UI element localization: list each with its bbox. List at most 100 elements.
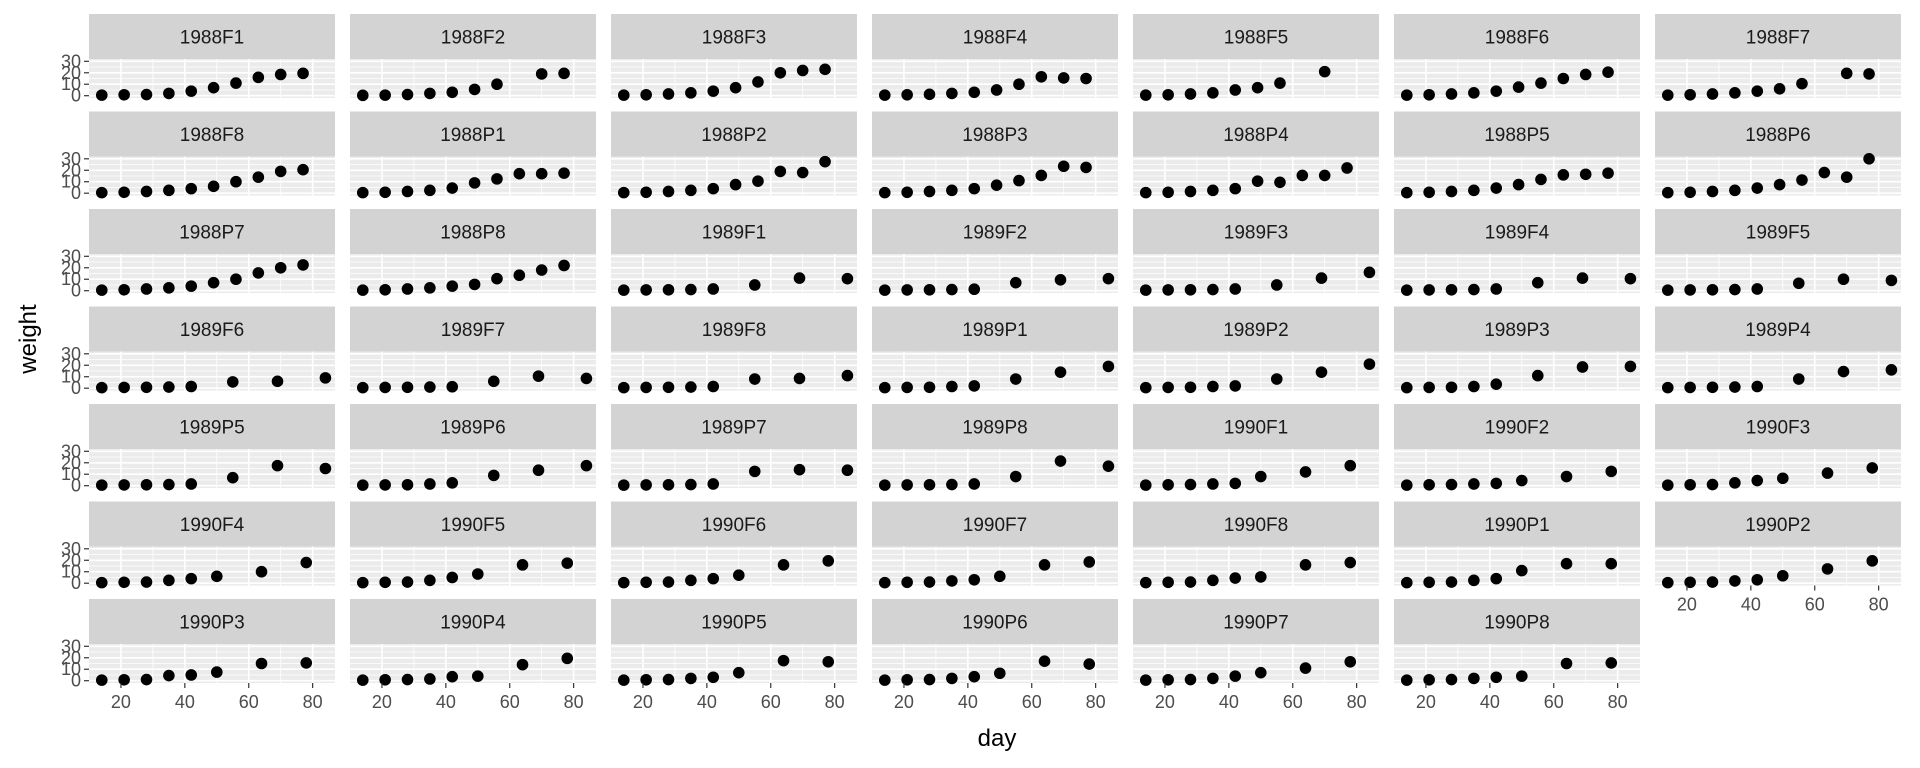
data-point (1602, 66, 1614, 78)
facet-panel: 1989P6 (350, 404, 596, 491)
data-point (252, 171, 265, 183)
y-tick-label: 0 (71, 378, 81, 398)
data-point (1821, 563, 1834, 575)
x-tick-label: 60 (239, 692, 259, 712)
data-point (968, 573, 981, 586)
facet-panel: 1988P5 (1394, 111, 1640, 199)
facet-label: 1988P3 (962, 125, 1028, 146)
data-point (1840, 67, 1853, 80)
facet-panel: 1990P6 (872, 599, 1118, 686)
facet-strip (872, 111, 1118, 157)
data-point (822, 555, 835, 567)
data-point (685, 184, 697, 197)
facet-panel: 1988P6 (1655, 111, 1901, 199)
data-point (923, 576, 936, 588)
facet-label: 1989P1 (962, 320, 1028, 341)
facet-label: 1990P3 (179, 613, 245, 634)
data-point (1423, 576, 1435, 589)
data-point (356, 576, 369, 589)
facet-panel: 1989F8 (611, 306, 857, 394)
data-point (923, 88, 936, 101)
data-point (1162, 186, 1174, 199)
data-point (1579, 168, 1592, 181)
data-point (662, 478, 675, 491)
x-tick-label: 40 (175, 692, 195, 712)
data-point (1102, 460, 1115, 473)
y-tick-label: 10 (61, 562, 81, 582)
facet-panel: 1990F2 (1394, 404, 1640, 491)
data-point (923, 381, 936, 394)
data-point (185, 572, 198, 585)
facet-strip (611, 501, 857, 547)
data-point (841, 272, 854, 285)
data-point (1423, 284, 1435, 296)
data-point (707, 283, 720, 295)
facet-strip (872, 306, 1118, 352)
y-tick-label: 0 (71, 476, 81, 496)
data-point (1512, 178, 1525, 191)
data-point (1207, 574, 1219, 587)
data-point (207, 276, 220, 289)
data-point (1602, 167, 1614, 179)
data-point (923, 283, 936, 296)
data-point (1400, 479, 1413, 491)
data-point (1776, 569, 1789, 582)
facet-label: 1990F6 (702, 515, 766, 536)
data-point (1557, 169, 1570, 181)
data-point (1251, 81, 1264, 94)
data-point (901, 186, 913, 199)
facet-panel: 1990F8 (1133, 501, 1379, 589)
data-point (1729, 283, 1741, 296)
data-point (1576, 361, 1589, 373)
data-point (1423, 478, 1435, 491)
data-point (1315, 366, 1328, 378)
y-tick-label: 10 (61, 367, 81, 387)
x-tick-label: 40 (1219, 692, 1239, 712)
facet-panel: 1990F7 (872, 501, 1118, 589)
data-point (617, 381, 630, 394)
data-point (379, 576, 391, 589)
data-point (491, 272, 503, 285)
data-point (1184, 576, 1197, 588)
data-point (1706, 185, 1719, 198)
data-point (1207, 283, 1219, 296)
facet-label: 1989P3 (1484, 320, 1550, 341)
data-point (446, 477, 459, 489)
data-point (878, 479, 891, 491)
facet-strip (1133, 404, 1379, 449)
data-point (1162, 88, 1174, 101)
data-point (990, 179, 1003, 191)
facet-strip (1655, 404, 1901, 449)
y-tick-label: 0 (71, 281, 81, 301)
data-point (1468, 184, 1480, 197)
data-point (1229, 477, 1242, 490)
data-point (748, 465, 761, 478)
facet-panel: 1989P3 (1394, 306, 1640, 394)
facet-label: 1989F1 (702, 223, 766, 244)
y-tick-label: 20 (61, 550, 81, 570)
data-point (617, 284, 630, 296)
data-point (617, 186, 630, 199)
data-point (1535, 173, 1547, 186)
data-point (617, 89, 630, 101)
data-point (1344, 655, 1357, 668)
y-tick-label: 30 (61, 246, 81, 266)
data-point (1057, 160, 1070, 173)
x-tick-label: 40 (1480, 692, 1500, 712)
data-point (319, 372, 332, 384)
data-point (95, 381, 108, 394)
data-point (1706, 283, 1719, 296)
x-tick-label: 80 (1347, 692, 1367, 712)
data-point (819, 155, 831, 168)
data-point (968, 283, 981, 296)
data-point (1796, 174, 1808, 186)
data-point (118, 283, 130, 296)
data-point (968, 182, 981, 195)
data-point (516, 658, 529, 671)
data-point (580, 459, 593, 472)
data-point (923, 478, 936, 491)
data-point (300, 657, 313, 669)
y-tick-label: 20 (61, 258, 81, 278)
data-point (300, 556, 313, 569)
facet-strip (1394, 306, 1640, 352)
